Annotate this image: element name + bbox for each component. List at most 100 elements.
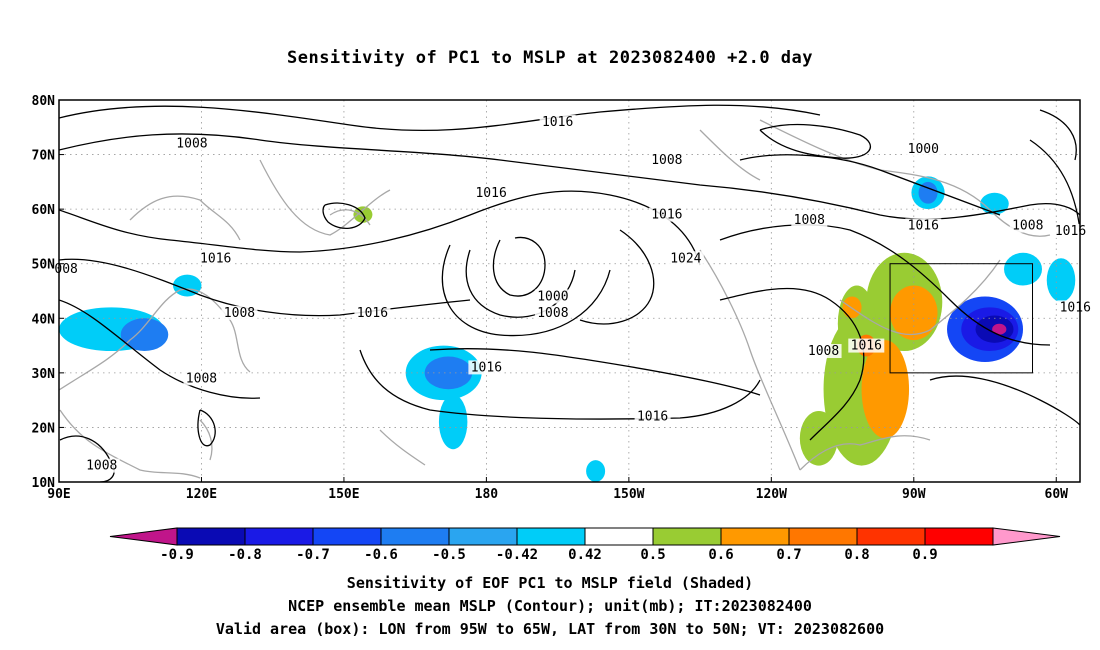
lon-tick-label: 180 bbox=[475, 487, 499, 502]
contour-label-bg bbox=[667, 251, 704, 266]
mslp-contour bbox=[492, 236, 546, 297]
lon-tick-label: 90E bbox=[47, 487, 70, 502]
contour-label: 1000 bbox=[537, 289, 568, 304]
mslp-contour bbox=[197, 409, 216, 447]
colorbar-label: -0.42 bbox=[496, 547, 538, 563]
contour-label-bg bbox=[173, 136, 210, 151]
contour-label: 1024 bbox=[670, 251, 701, 266]
contour-label-bg bbox=[83, 458, 120, 473]
colorbar-max-arrow bbox=[992, 527, 1061, 546]
colorbar-label: -0.9 bbox=[160, 547, 194, 563]
shaded-region bbox=[980, 192, 1009, 215]
contour-label-bg bbox=[539, 114, 576, 129]
shaded-region bbox=[992, 323, 1007, 335]
mslp-contour bbox=[739, 154, 1001, 216]
contour-label-bg bbox=[473, 185, 510, 200]
mslp-contour bbox=[59, 299, 261, 399]
contour-label: 1008 bbox=[808, 344, 839, 359]
mslp-contour-layer bbox=[59, 104, 1080, 482]
contour-label: 1008 bbox=[537, 306, 568, 321]
colorbar-segment bbox=[312, 527, 382, 546]
contour-label: 1000 bbox=[908, 142, 939, 157]
mslp-contour bbox=[579, 229, 655, 325]
shaded-region bbox=[120, 318, 169, 352]
shaded-region bbox=[799, 411, 838, 466]
colorbar-segment bbox=[380, 527, 450, 546]
colorbar-label: 0.8 bbox=[844, 547, 869, 563]
contour-label: 1016 bbox=[471, 360, 502, 375]
lon-tick-label: 150W bbox=[613, 487, 644, 502]
contour-label: 1008 bbox=[1012, 219, 1043, 234]
contour-label: 008 bbox=[54, 262, 77, 277]
shaded-region bbox=[172, 274, 202, 297]
shaded-region bbox=[424, 356, 473, 390]
contour-label: 1008 bbox=[224, 306, 255, 321]
lon-tick-label: 90W bbox=[902, 487, 926, 502]
colorbar-segment bbox=[652, 527, 722, 546]
caption-contour: NCEP ensemble mean MSLP (Contour); unit(… bbox=[288, 597, 812, 615]
mslp-contour bbox=[719, 224, 1051, 346]
contour-label: 1016 bbox=[542, 115, 573, 130]
shaded-region bbox=[842, 296, 862, 319]
colorbar-label: -0.6 bbox=[364, 547, 398, 563]
lat-tick-label: 40N bbox=[32, 312, 56, 327]
colorbar-label: 0.6 bbox=[708, 547, 733, 563]
contour-label: 1016 bbox=[357, 306, 388, 321]
mslp-contour bbox=[1039, 109, 1077, 161]
contour-label-bg bbox=[183, 371, 220, 386]
contour-label-bg bbox=[648, 207, 685, 222]
shaded-region bbox=[586, 460, 606, 482]
colorbar-label: -0.5 bbox=[432, 547, 466, 563]
shaded-sensitivity-layer bbox=[59, 176, 1076, 482]
colorbar-segment bbox=[176, 527, 246, 546]
colorbar-segment bbox=[448, 527, 518, 546]
contour-label-bg bbox=[354, 305, 391, 320]
contour-label-bg bbox=[791, 213, 828, 228]
mslp-contour bbox=[59, 258, 471, 317]
lat-tick-label: 50N bbox=[32, 258, 56, 273]
colorbar-label: 0.42 bbox=[568, 547, 602, 563]
caption-valid-area: Valid area (box): LON from 95W to 65W, L… bbox=[215, 620, 885, 638]
contour-label: 1016 bbox=[200, 251, 231, 266]
colorbar-segment bbox=[720, 527, 790, 546]
contour-label-layer: 1008 1016 1016 1008 1000 1016 1008 1016 1008 1016… bbox=[52, 114, 1094, 474]
contour-label: 1008 bbox=[86, 459, 117, 474]
contour-label: 1008 bbox=[186, 371, 217, 386]
mslp-contour bbox=[59, 104, 821, 132]
coastline bbox=[59, 288, 251, 391]
colorbar-label: 0.5 bbox=[640, 547, 665, 563]
contour-label-bg bbox=[1057, 300, 1094, 315]
contour-label-bg bbox=[534, 305, 571, 320]
contour-label: 1016 bbox=[637, 410, 668, 425]
contour-label-bg bbox=[221, 305, 258, 320]
mslp-contour bbox=[929, 375, 1080, 426]
contour-label-bg bbox=[648, 153, 685, 168]
contour-label-bg bbox=[848, 338, 885, 353]
colorbar-label: -0.8 bbox=[228, 547, 262, 563]
shaded-region bbox=[918, 181, 938, 204]
colorbar-label: -0.7 bbox=[296, 547, 330, 563]
colorbar-segment bbox=[788, 527, 858, 546]
contour-label: 1016 bbox=[475, 186, 506, 201]
lat-tick-label: 10N bbox=[32, 476, 56, 491]
shaded-region bbox=[1004, 252, 1043, 286]
colorbar-min-arrow bbox=[109, 527, 178, 546]
mslp-contour bbox=[441, 244, 611, 337]
lat-tick-label: 70N bbox=[32, 149, 56, 164]
contour-label: 1016 bbox=[908, 219, 939, 234]
coastline bbox=[839, 259, 1001, 336]
contour-label-bg bbox=[1009, 218, 1046, 233]
coastline bbox=[699, 249, 801, 471]
colorbar-segment bbox=[584, 527, 654, 546]
contour-label-bg bbox=[197, 251, 234, 266]
contour-label-bg bbox=[534, 289, 571, 304]
contour-label-bg bbox=[805, 344, 842, 359]
contour-label: 1016 bbox=[651, 208, 682, 223]
mslp-contour bbox=[719, 287, 865, 441]
colorbar-label: 0.9 bbox=[912, 547, 937, 563]
mslp-contour bbox=[1029, 139, 1080, 231]
lat-tick-label: 60N bbox=[32, 203, 56, 218]
contour-label: 1016 bbox=[851, 339, 882, 354]
colorbar-segment bbox=[516, 527, 586, 546]
axis-labels: 90E 120E 150E 180 150W 120W 90W 60W 80N 70N 60N 50N… bbox=[32, 94, 1069, 502]
